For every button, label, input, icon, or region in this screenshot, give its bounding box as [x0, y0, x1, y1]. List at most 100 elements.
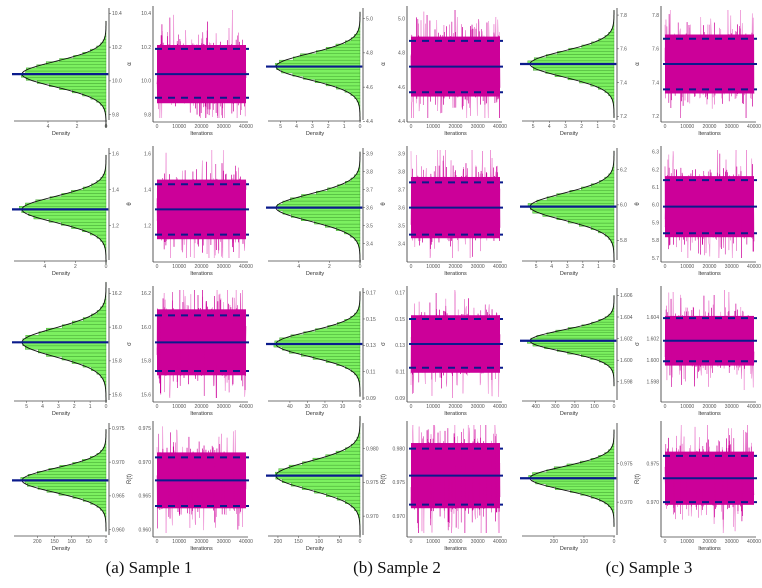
histogram-bar	[48, 468, 107, 472]
trace-y-tick-label: 7.8	[652, 13, 659, 19]
density-histogram: 0 2 4 Density 1.2 1.4 1.6	[12, 148, 119, 277]
trace-y-tick-label: 3.4	[398, 241, 405, 247]
trace-x-tick-label: 10000	[426, 124, 440, 130]
density-histogram: 0 1 2 3 4 5 Density 15.6 15.8 16.0 16.2	[12, 281, 122, 417]
density-tick-label: 0	[105, 264, 108, 270]
histogram-bar	[290, 334, 361, 339]
histogram-bar	[532, 343, 615, 347]
trace-plot: 5.7 5.8 5.9 6.0 6.1 6.2 6.3 θ 0 10000 20000 30000 40…	[635, 146, 761, 277]
trace-y-tick-label: 10.0	[141, 79, 151, 85]
density-tick-label: 200	[274, 539, 283, 545]
caption-sample-2: (b) Sample 2	[353, 558, 441, 577]
density-tick-label: 4	[550, 264, 553, 270]
histogram-bar	[546, 196, 615, 201]
trace-y-tick-label: 16.0	[141, 325, 151, 331]
trace-y-tick-label: 6.0	[652, 203, 659, 209]
density-tick-label: 5	[532, 124, 535, 130]
value-tick-label: 1.604	[620, 315, 633, 321]
density-histogram: 0 1 2 3 4 5 Density 4.4 4.6 4.8 5.0	[266, 8, 373, 137]
value-tick-label: 0.13	[366, 343, 376, 349]
value-tick-label: 3.5	[366, 223, 373, 229]
trace-x-tick-label: 40000	[747, 404, 761, 410]
histogram-bar	[542, 213, 615, 217]
trace-x-tick-label: 10000	[680, 404, 694, 410]
density-tick-label: 2	[74, 264, 77, 270]
trace-x-tick-label: 20000	[449, 264, 463, 270]
chart-sample-1-2: 0 2 4 Density 1.2 1.4 1.6 1.2 1.4 1.6 θ 0 10000 20000…	[12, 146, 253, 277]
histogram-bar	[301, 485, 361, 490]
density-tick-label: 0	[105, 539, 108, 545]
trace-x-tick-label: 30000	[217, 539, 231, 545]
trace-y-axis-label: α	[127, 62, 133, 66]
trace-y-tick-label: 0.965	[138, 494, 151, 500]
trace-x-tick-label: 30000	[217, 404, 231, 410]
trace-y-tick-label: 0.975	[646, 461, 659, 467]
trace-x-tick-label: 0	[410, 264, 413, 270]
trace-x-tick-label: 40000	[239, 264, 253, 270]
histogram-bar	[314, 79, 361, 83]
trace-y-tick-label: 1.6	[144, 151, 151, 157]
density-tick-label: 4	[297, 264, 300, 270]
trace-plot: 0.09 0.11 0.13 0.15 0.17 σ 0 10000 20000 30000 400…	[381, 286, 507, 417]
density-tick-label: 10	[340, 404, 346, 410]
trace-y-tick-label: 1.600	[646, 358, 659, 364]
value-tick-label: 15.8	[112, 359, 122, 365]
trace-x-axis-label: Iterations	[698, 271, 721, 277]
value-tick-label: 4.4	[366, 119, 373, 125]
value-tick-label: 10.0	[112, 79, 122, 85]
density-tick-label: 3	[311, 124, 314, 130]
density-tick-label: 3	[566, 264, 569, 270]
trace-y-axis-label: R(t)	[127, 474, 133, 484]
trace-y-tick-label: 4.6	[398, 85, 405, 91]
histogram-bar	[27, 483, 107, 487]
histogram-bar	[581, 44, 615, 49]
density-tick-label: 200	[571, 404, 580, 410]
density-tick-label: 40	[287, 404, 293, 410]
histogram-bar	[327, 187, 361, 192]
histogram-bar	[557, 51, 615, 55]
trace-plot: 7.2 7.4 7.6 7.8 α 0 10000 20000 30000 40000 Iterat…	[635, 6, 761, 137]
histogram-bar	[546, 332, 615, 336]
histogram-bar	[568, 47, 615, 52]
trace-line	[664, 153, 755, 259]
trace-y-tick-label: 0.15	[395, 317, 405, 323]
value-tick-label: 0.970	[366, 514, 379, 520]
histogram-bar	[545, 70, 615, 74]
trace-y-axis-label: θ	[127, 202, 133, 206]
chart-sample-2-2: 0 2 4 Density 3.4 3.5 3.6 3.7 3.8 3.9 3.4 3.5 3.6 3.7…	[266, 146, 507, 277]
value-tick-label: 0.970	[112, 460, 125, 466]
trace-x-tick-label: 20000	[449, 124, 463, 130]
trace-y-tick-label: 0.970	[138, 460, 151, 466]
density-tick-label: 2	[328, 264, 331, 270]
histogram-bar	[327, 325, 361, 329]
histogram-bar	[279, 337, 361, 342]
density-axis-label: Density	[52, 271, 71, 277]
value-tick-label: 3.7	[366, 187, 373, 193]
density-tick-label: 4	[47, 124, 50, 130]
histogram-bar	[555, 486, 615, 490]
density-tick-label: 1	[597, 264, 600, 270]
histogram-bar	[293, 56, 361, 61]
histogram-bar	[291, 213, 361, 218]
trace-y-tick-label: 0.17	[395, 290, 405, 296]
trace-y-tick-label: 3.9	[398, 151, 405, 157]
trace-x-axis-label: Iterations	[698, 411, 721, 417]
value-tick-label: 16.0	[112, 325, 122, 331]
value-tick-label: 3.9	[366, 151, 373, 157]
value-tick-label: 4.6	[366, 85, 373, 91]
histogram-bar	[581, 324, 615, 328]
trace-x-tick-label: 40000	[493, 404, 507, 410]
trace-y-tick-label: 3.5	[398, 223, 405, 229]
chart-sample-2-1: 0 1 2 3 4 5 Density 4.4 4.6 4.8 5.0 4.4 4.6 4.8 5.0 α 0 1…	[266, 6, 507, 137]
trace-line	[156, 289, 247, 399]
trace-y-axis-label: θ	[381, 202, 387, 206]
density-tick-label: 100	[67, 539, 76, 545]
trace-x-tick-label: 30000	[217, 264, 231, 270]
trace-y-tick-label: 9.8	[144, 112, 151, 118]
trace-y-tick-label: 0.970	[646, 500, 659, 506]
histogram-bar	[46, 352, 107, 357]
density-tick-label: 0	[359, 539, 362, 545]
histogram-bar	[316, 190, 361, 195]
value-tick-label: 0.980	[366, 446, 379, 452]
